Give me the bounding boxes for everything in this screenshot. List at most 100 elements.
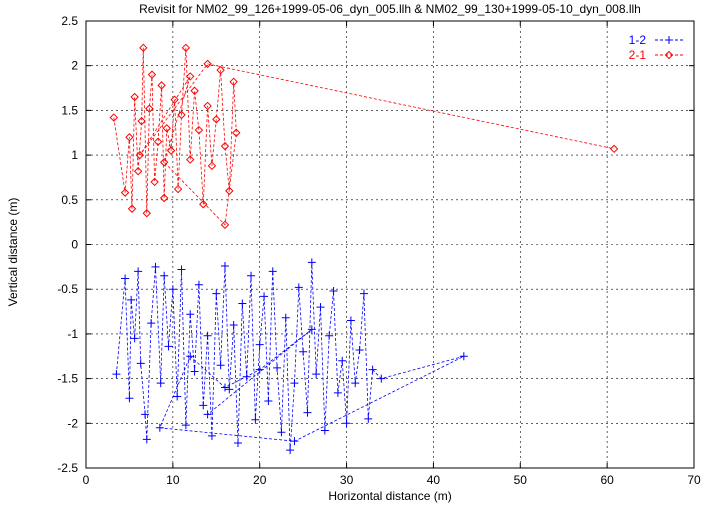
data-point bbox=[364, 414, 373, 423]
series-line bbox=[116, 262, 464, 451]
data-point bbox=[168, 285, 177, 294]
data-point bbox=[220, 220, 230, 230]
data-point bbox=[207, 161, 217, 171]
data-point bbox=[346, 316, 355, 325]
data-point bbox=[251, 415, 260, 424]
data-point bbox=[290, 437, 299, 446]
data-point bbox=[220, 383, 229, 392]
data-point bbox=[127, 204, 137, 213]
x-tick-label: 60 bbox=[600, 473, 614, 487]
data-point bbox=[121, 274, 130, 283]
data-point bbox=[173, 184, 183, 194]
data-point bbox=[338, 356, 347, 365]
data-point bbox=[312, 370, 321, 379]
data-point bbox=[664, 50, 674, 60]
data-point bbox=[153, 137, 163, 146]
y-tick-label: -1 bbox=[67, 327, 78, 341]
data-point bbox=[234, 438, 242, 447]
data-point bbox=[160, 271, 169, 280]
data-point bbox=[145, 104, 154, 113]
data-point bbox=[173, 392, 182, 401]
data-point bbox=[665, 36, 673, 44]
data-point bbox=[177, 110, 186, 120]
data-point bbox=[247, 271, 256, 280]
data-point bbox=[134, 267, 143, 276]
data-point bbox=[127, 295, 136, 304]
series-line bbox=[113, 47, 615, 226]
data-point bbox=[255, 340, 264, 349]
data-point bbox=[139, 43, 148, 53]
data-point bbox=[359, 289, 368, 298]
data-point bbox=[216, 65, 225, 75]
data-point bbox=[609, 144, 619, 154]
data-point bbox=[255, 365, 264, 374]
data-point bbox=[325, 331, 334, 340]
data-point bbox=[316, 303, 325, 312]
data-point bbox=[307, 325, 316, 334]
data-point bbox=[329, 286, 338, 295]
data-point bbox=[342, 419, 351, 428]
data-point bbox=[220, 261, 229, 270]
data-point bbox=[225, 385, 234, 394]
data-point bbox=[216, 361, 225, 370]
legend-label: 2-1 bbox=[629, 48, 647, 62]
data-point bbox=[242, 372, 251, 381]
legend-label: 1-2 bbox=[629, 33, 647, 47]
grid bbox=[86, 21, 694, 468]
data-point bbox=[137, 116, 146, 126]
data-point bbox=[109, 113, 119, 122]
y-tick-label: 0 bbox=[71, 238, 78, 252]
data-point bbox=[273, 363, 282, 372]
data-point bbox=[290, 379, 299, 388]
x-tick-label: 40 bbox=[427, 473, 441, 487]
data-point bbox=[156, 379, 165, 388]
data-point bbox=[199, 200, 208, 209]
y-tick-label: 1 bbox=[71, 148, 78, 162]
data-point bbox=[130, 334, 139, 343]
data-point bbox=[177, 265, 186, 274]
data-point bbox=[229, 320, 238, 329]
data-point bbox=[125, 394, 134, 403]
data-point bbox=[232, 128, 241, 137]
data-point bbox=[186, 72, 195, 81]
data-point bbox=[229, 77, 238, 86]
data-point bbox=[303, 408, 312, 417]
x-axis: 0 10 20 30 40 50 60 70 bbox=[83, 21, 701, 487]
data-point bbox=[164, 342, 173, 351]
y-tick-label: -0.5 bbox=[57, 282, 78, 296]
data-point bbox=[212, 289, 221, 298]
data-point bbox=[181, 43, 191, 53]
data-point bbox=[141, 410, 150, 419]
x-tick-label: 30 bbox=[340, 473, 354, 487]
data-point bbox=[194, 125, 204, 135]
series-1-2 bbox=[112, 258, 468, 455]
data-point bbox=[203, 331, 212, 340]
data-point bbox=[307, 258, 316, 267]
data-point bbox=[186, 310, 195, 319]
plot-frame bbox=[85, 20, 695, 469]
data-point bbox=[225, 186, 234, 196]
data-point bbox=[320, 426, 329, 435]
data-point bbox=[351, 379, 360, 388]
data-point bbox=[299, 347, 308, 356]
y-tick-label: 1.5 bbox=[61, 103, 78, 117]
data-point bbox=[238, 299, 247, 308]
y-axis-label: Vertical distance (m) bbox=[6, 198, 20, 307]
data-point bbox=[142, 209, 152, 218]
data-point bbox=[281, 313, 290, 322]
data-point bbox=[166, 146, 176, 155]
data-point bbox=[260, 292, 269, 301]
data-point bbox=[186, 155, 195, 164]
y-tick-label: 2.5 bbox=[61, 14, 78, 28]
data-point bbox=[264, 396, 273, 405]
data-point bbox=[190, 367, 199, 376]
data-point bbox=[130, 92, 139, 102]
x-tick-label: 20 bbox=[253, 473, 267, 487]
legend: 1-22-1 bbox=[629, 33, 684, 62]
data-point bbox=[268, 267, 277, 276]
data-point bbox=[151, 262, 160, 271]
data-point bbox=[162, 124, 171, 133]
data-point bbox=[277, 428, 286, 437]
data-point bbox=[125, 133, 134, 142]
